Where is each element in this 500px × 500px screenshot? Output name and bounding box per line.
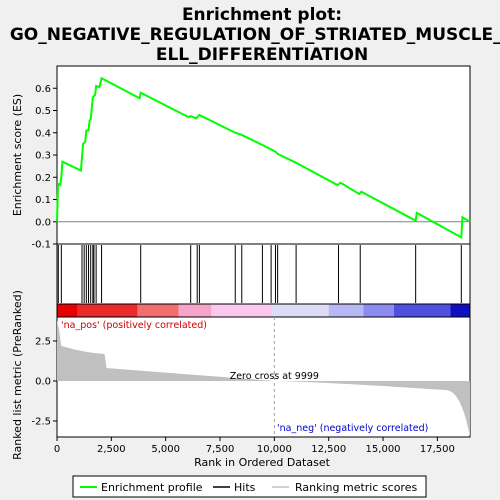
es-y-axis-label: Enrichment score (ES) — [11, 94, 24, 216]
es-y-tick-label: 0.2 — [35, 173, 51, 184]
x-tick-label: 17,500 — [420, 444, 455, 455]
heat-bar-segment — [272, 304, 329, 317]
negative-correlation-label: 'na_neg' (negatively correlated) — [277, 423, 428, 434]
heat-bar-segment — [137, 304, 179, 317]
heat-bar-segment — [363, 304, 394, 317]
x-tick-label: 15,000 — [366, 444, 401, 455]
hits-panel-bg — [56, 243, 471, 305]
metric-y-axis-label: Ranked list metric (PreRanked) — [11, 290, 24, 460]
hits-group — [57, 245, 462, 303]
metric-y-tick-label: -2.5 — [31, 417, 51, 428]
x-tick-label: 0 — [54, 444, 60, 455]
legend-profile-label: Enrichment profile — [101, 481, 203, 494]
es-panel-bg — [56, 65, 471, 245]
heat-bar-segment — [211, 304, 273, 317]
zero-cross-label: Zero cross at 9999 — [230, 371, 319, 382]
x-axis-label: Rank in Ordered Dataset — [194, 456, 331, 469]
x-tick-label: 2,500 — [97, 444, 126, 455]
es-y-tick-label: 0.0 — [35, 217, 51, 228]
metric-y-tick-label: 2.5 — [35, 337, 51, 348]
chart-title-line-1: Enrichment plot: — [182, 5, 342, 25]
chart-title-line-2: GO_NEGATIVE_REGULATION_OF_STRIATED_MUSCL… — [10, 25, 500, 45]
heat-bar-segment — [393, 304, 451, 317]
positive-correlation-label: 'na_pos' (positively correlated) — [61, 320, 207, 331]
heat-bar-segment — [57, 304, 78, 317]
heat-bar-segment — [77, 304, 138, 317]
metric-y-axis: -2.5 0.0 2.5 — [31, 337, 57, 428]
heat-bar-segment — [450, 304, 470, 317]
es-y-tick-label: -0.1 — [31, 240, 51, 251]
legend-hits-label: Hits — [234, 481, 256, 494]
es-y-tick-label: 0.6 — [35, 84, 51, 95]
x-tick-label: 10,000 — [257, 444, 292, 455]
x-tick-label: 7,500 — [206, 444, 235, 455]
metric-y-tick-label: 0.0 — [35, 377, 51, 388]
es-y-tick-label: 0.5 — [35, 106, 51, 117]
x-axis: 0 2,500 5,000 7,500 10,000 12,500 15,000 17,500 — [54, 437, 455, 455]
heat-bar-segment — [328, 304, 364, 317]
x-tick-label: 5,000 — [151, 444, 180, 455]
chart-title-line-3: ELL_DIFFERENTIATION — [156, 45, 368, 65]
legend-box — [72, 475, 427, 498]
legend-metric-label: Ranking metric scores — [295, 481, 417, 494]
x-tick-label: 12,500 — [311, 444, 346, 455]
es-y-tick-label: 0.3 — [35, 151, 51, 162]
es-y-tick-label: 0.4 — [35, 128, 51, 139]
heat-bar-segment — [178, 304, 212, 317]
es-y-axis: -0.1 0.0 0.1 0.2 0.3 0.4 0.5 0.6 — [31, 84, 57, 251]
enrichment-profile-line — [56, 76, 471, 239]
legend: Enrichment profile Hits Ranking metric s… — [72, 475, 427, 498]
ranking-metric-area — [57, 320, 470, 437]
ranking-heat-bar — [56, 303, 471, 318]
es-y-tick-label: 0.1 — [35, 195, 51, 206]
